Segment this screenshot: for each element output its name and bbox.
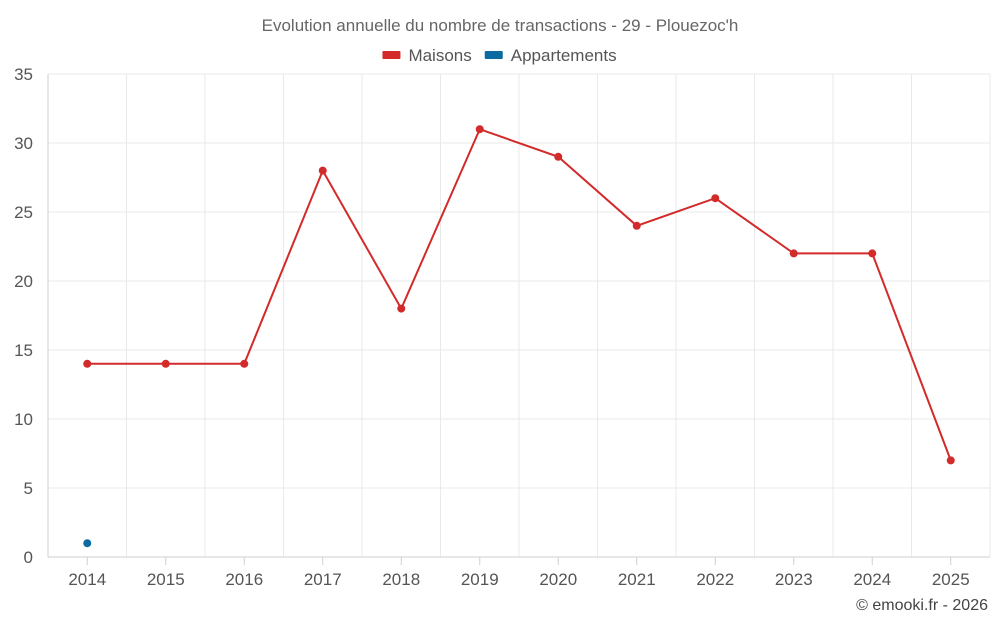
data-point-maisons[interactable] <box>554 152 563 161</box>
x-tick-label: 2015 <box>147 570 185 589</box>
y-tick-label: 15 <box>14 341 33 360</box>
x-tick-label: 2021 <box>618 570 656 589</box>
y-tick-label: 25 <box>14 203 33 222</box>
x-tick-label: 2025 <box>932 570 970 589</box>
legend-swatch <box>484 51 503 59</box>
data-point-maisons[interactable] <box>475 125 484 134</box>
data-point-maisons[interactable] <box>161 359 170 368</box>
x-tick-label: 2017 <box>304 570 342 589</box>
legend-label: Appartements <box>511 46 617 65</box>
legend-item-maisons[interactable]: Maisons <box>382 46 472 65</box>
x-tick-label: 2014 <box>68 570 106 589</box>
series <box>83 125 955 548</box>
legend-label: Maisons <box>408 46 471 65</box>
chart-title: Evolution annuelle du nombre de transact… <box>262 16 739 35</box>
x-tick-label: 2016 <box>225 570 263 589</box>
legend: Maisons Appartements <box>382 46 617 65</box>
x-tick-label: 2023 <box>775 570 813 589</box>
x-tick-label: 2020 <box>539 570 577 589</box>
y-tick-label: 5 <box>24 479 33 498</box>
x-tick-label: 2022 <box>696 570 734 589</box>
y-tick-label: 10 <box>14 410 33 429</box>
data-point-maisons[interactable] <box>711 194 720 203</box>
data-point-maisons[interactable] <box>632 221 641 230</box>
grid <box>48 73 991 557</box>
y-tick-label: 35 <box>14 65 33 84</box>
legend-swatch <box>382 51 401 59</box>
y-tick-label: 0 <box>24 548 33 567</box>
data-point-maisons[interactable] <box>868 249 877 258</box>
y-tick-label: 20 <box>14 272 33 291</box>
credit-text: © emooki.fr - 2026 <box>856 597 988 614</box>
legend-item-appartements[interactable]: Appartements <box>484 46 617 65</box>
x-tick-label: 2019 <box>461 570 499 589</box>
y-tick-label: 30 <box>14 134 33 153</box>
data-point-appartements[interactable] <box>83 539 92 548</box>
series-line-maisons <box>87 127 952 461</box>
data-point-maisons[interactable] <box>946 456 955 465</box>
x-tick-label: 2024 <box>853 570 891 589</box>
x-tick-label: 2018 <box>382 570 420 589</box>
data-point-maisons[interactable] <box>83 359 92 368</box>
data-point-maisons[interactable] <box>240 359 249 368</box>
data-point-maisons[interactable] <box>789 249 798 258</box>
data-point-maisons[interactable] <box>318 166 327 175</box>
data-point-maisons[interactable] <box>397 304 406 313</box>
